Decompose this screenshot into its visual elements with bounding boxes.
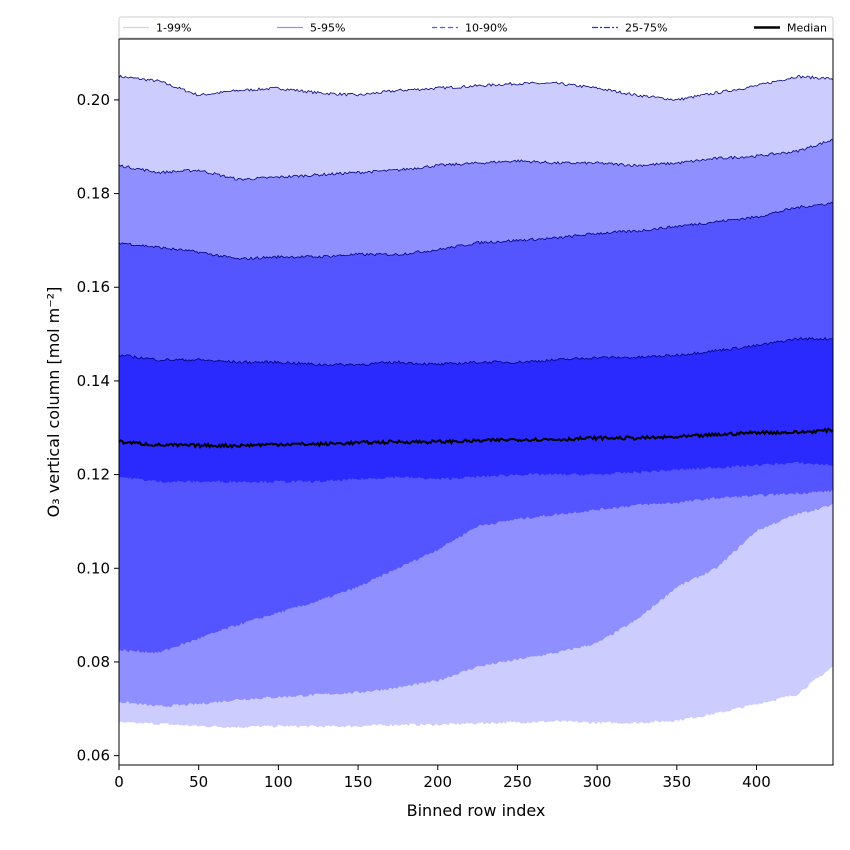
plot-frame [118, 38, 834, 766]
y-axis: 0.06 0.08 0.10 0.12 0.14 0.16 0.18 0.20 [77, 91, 119, 765]
y-tick-label: 0.12 [77, 466, 110, 484]
bands-layer [119, 75, 833, 729]
y-tick-label: 0.14 [77, 372, 110, 390]
x-tick-label: 150 [344, 773, 373, 791]
x-axis-label: Binned row index [407, 801, 546, 820]
band-upper-edge-10-90pct [118, 201, 834, 261]
legend-label: 25-75% [625, 22, 667, 35]
median-line [118, 427, 834, 449]
band-edges-layer [118, 74, 834, 367]
x-tick-label: 300 [583, 773, 612, 791]
legend: 1-99% 5-95% 10-90% 25-75% Median [118, 16, 834, 39]
band-upper-edge-25-75pct [118, 336, 834, 367]
x-axis: 0 50 100 150 200 250 300 350 400 [114, 765, 771, 791]
band-25-75pct [119, 337, 833, 484]
legend-items: 1-99% 5-95% 10-90% 25-75% Median [123, 22, 827, 35]
y-tick-label: 0.06 [77, 747, 110, 765]
x-tick-label: 350 [662, 773, 691, 791]
band-upper-edge-1-99pct [118, 74, 834, 101]
y-tick-label: 0.10 [77, 559, 110, 577]
x-tick-label: 0 [114, 773, 124, 791]
y-tick-label: 0.18 [77, 185, 110, 203]
legend-label: 1-99% [156, 22, 191, 35]
y-tick-label: 0.20 [77, 91, 110, 109]
legend-label: 5-95% [310, 22, 345, 35]
legend-label: 10-90% [465, 22, 507, 35]
band-upper-edge-5-95pct [118, 138, 834, 181]
x-tick-label: 100 [264, 773, 293, 791]
x-tick-label: 250 [503, 773, 532, 791]
y-tick-label: 0.08 [77, 653, 110, 671]
legend-box [118, 16, 834, 39]
y-axis-label: O₃ vertical column [mol m⁻²] [44, 287, 63, 518]
x-tick-label: 400 [742, 773, 771, 791]
legend-label: Median [787, 22, 827, 35]
y-tick-label: 0.16 [77, 278, 110, 296]
x-tick-label: 200 [423, 773, 452, 791]
x-tick-label: 50 [189, 773, 208, 791]
